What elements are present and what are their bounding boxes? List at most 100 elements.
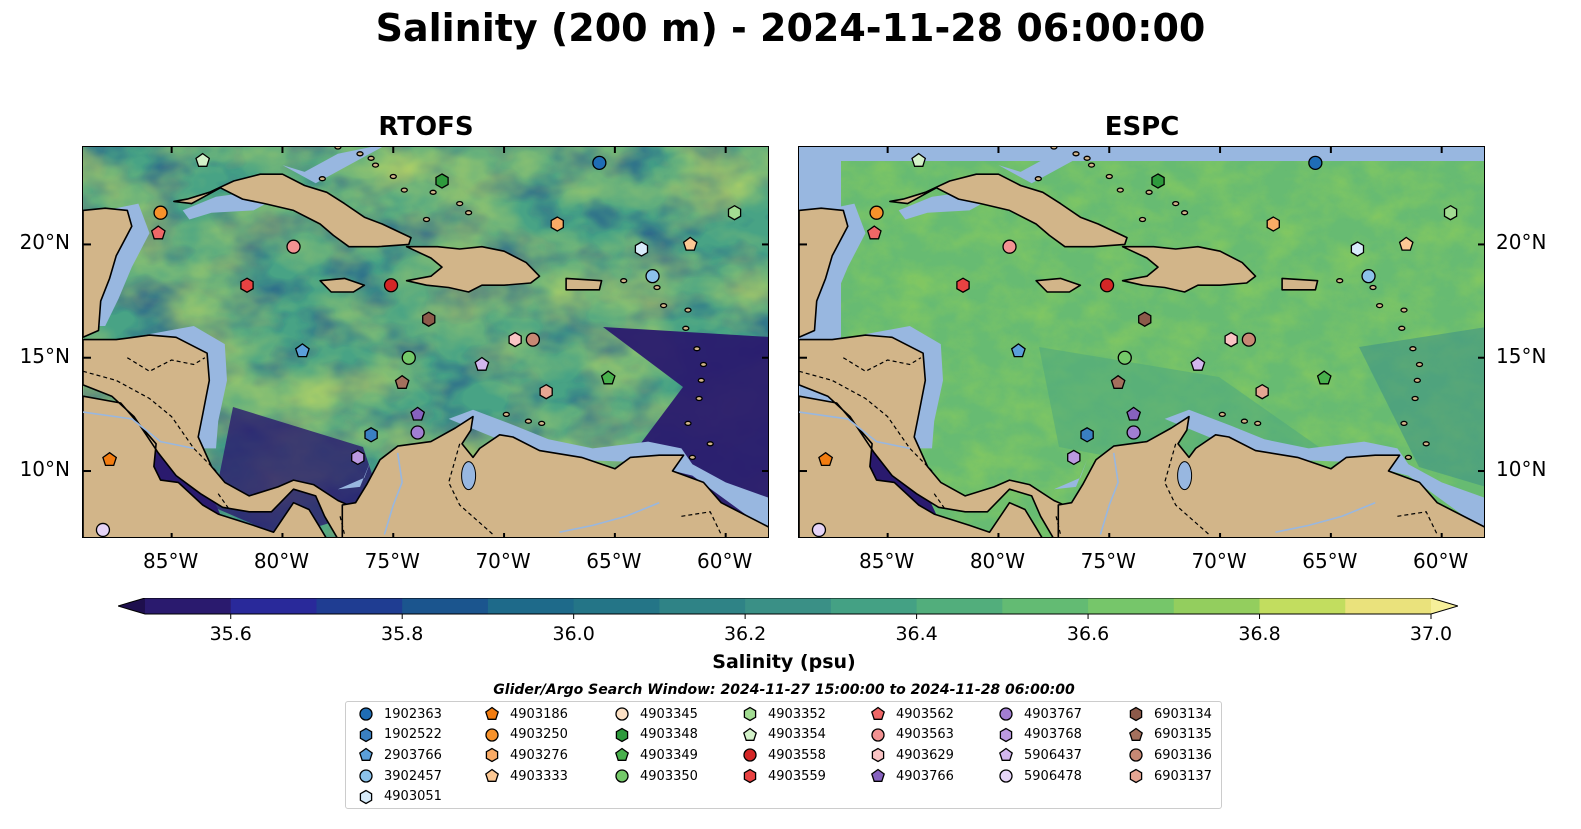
- platform-marker-4903563[interactable]: [1002, 239, 1017, 254]
- country-border: [1164, 443, 1210, 535]
- platform-marker-6903134[interactable]: [422, 311, 436, 327]
- lon-tick-label: 70°W: [475, 549, 531, 573]
- platform-marker-3902457[interactable]: [1361, 269, 1376, 284]
- colorbar-segment: [659, 598, 746, 614]
- lon-tick-label: 75°W: [1080, 549, 1136, 573]
- legend-item-4903345: 4903345: [614, 704, 698, 724]
- platform-marker-4903352[interactable]: [1443, 204, 1458, 221]
- panel-title-rtofs: RTOFS: [378, 112, 474, 142]
- platform-marker-1902522[interactable]: [1080, 427, 1094, 443]
- platform-marker-5906437[interactable]: [474, 356, 490, 371]
- platform-marker-4903629[interactable]: [1224, 331, 1238, 348]
- platform-marker-4903349[interactable]: [600, 370, 616, 385]
- hexagon-marker-icon: [1129, 706, 1143, 722]
- platform-marker-4903767[interactable]: [1126, 425, 1141, 440]
- river: [559, 501, 660, 533]
- platform-marker-4903768[interactable]: [1067, 449, 1081, 466]
- platform-marker-4903629[interactable]: [508, 331, 522, 348]
- platform-marker-6903134[interactable]: [1138, 311, 1152, 327]
- lon-tick-label: 80°W: [969, 549, 1026, 573]
- platform-marker-4903186[interactable]: [102, 451, 118, 467]
- platform-marker-4903354[interactable]: [911, 152, 927, 167]
- small-island: [334, 147, 342, 150]
- platform-marker-6903136[interactable]: [1241, 332, 1257, 347]
- lake-maracaibo: [461, 461, 477, 491]
- platform-marker-5906437[interactable]: [1190, 356, 1206, 371]
- country-border: [126, 357, 206, 372]
- colorbar-tick-label: 37.0: [1410, 623, 1452, 642]
- platform-marker-4903562[interactable]: [150, 225, 166, 240]
- platform-marker-4903350[interactable]: [401, 350, 416, 365]
- colorbar-extend-low: [118, 598, 145, 614]
- platform-marker-1902522[interactable]: [364, 427, 378, 443]
- small-island: [356, 151, 364, 157]
- river: [1275, 501, 1376, 533]
- lon-tick-label: 75°W: [364, 549, 420, 573]
- platform-marker-5906478[interactable]: [95, 522, 111, 537]
- colorbar-segment: [573, 598, 660, 614]
- platform-marker-4903766[interactable]: [410, 406, 426, 421]
- legend-label: 6903135: [1154, 727, 1212, 743]
- platform-marker-4903767[interactable]: [410, 425, 425, 440]
- lat-tick-label-right: 15°N: [1496, 343, 1547, 368]
- hexagon-marker-icon: [999, 727, 1013, 742]
- small-island: [1369, 284, 1377, 291]
- small-island: [697, 377, 705, 384]
- platform-marker-4903186[interactable]: [818, 451, 834, 467]
- pentagon-marker-icon: [615, 748, 629, 762]
- platform-marker-4903276[interactable]: [1266, 216, 1280, 232]
- platform-marker-4903558[interactable]: [383, 278, 399, 293]
- legend-label: 4903352: [768, 706, 826, 722]
- platform-marker-4903766[interactable]: [1126, 406, 1142, 421]
- small-island: [1398, 325, 1406, 331]
- legend-item-4903559: 4903559: [742, 766, 826, 786]
- legend-label: 4903562: [896, 706, 954, 722]
- lake-maracaibo: [1177, 461, 1193, 491]
- small-island: [699, 361, 708, 368]
- platform-marker-4903352[interactable]: [727, 204, 742, 221]
- lon-tick-label: 85°W: [859, 549, 915, 573]
- platform-marker-6903137[interactable]: [539, 383, 553, 400]
- map-panel-rtofs[interactable]: [82, 146, 769, 538]
- platform-marker-6903136[interactable]: [525, 332, 541, 347]
- small-island: [367, 155, 375, 161]
- country-border: [1397, 511, 1438, 535]
- platform-marker-1902363[interactable]: [592, 155, 607, 171]
- platform-marker-6903135[interactable]: [394, 374, 410, 389]
- platform-marker-1902363[interactable]: [1308, 155, 1323, 171]
- legend-label: 6903134: [1154, 706, 1212, 722]
- hexagon-marker-icon: [871, 748, 885, 763]
- circle-marker-icon: [359, 769, 373, 783]
- platform-marker-4903350[interactable]: [1117, 350, 1132, 365]
- platform-marker-4903250[interactable]: [869, 205, 884, 220]
- small-island: [653, 284, 661, 291]
- platform-marker-2903766[interactable]: [1010, 343, 1026, 358]
- platform-marker-4903051[interactable]: [1350, 241, 1365, 257]
- platform-marker-3902457[interactable]: [645, 269, 660, 284]
- map-panel-espc[interactable]: [798, 146, 1485, 538]
- platform-marker-5906478[interactable]: [811, 522, 827, 537]
- platform-marker-4903276[interactable]: [550, 216, 564, 232]
- platform-marker-4903354[interactable]: [195, 152, 211, 167]
- small-island: [682, 325, 690, 331]
- small-island: [1138, 216, 1147, 223]
- platform-marker-4903333[interactable]: [682, 236, 698, 251]
- platform-marker-2903766[interactable]: [294, 343, 310, 358]
- platform-marker-4903768[interactable]: [351, 449, 365, 466]
- hexagon-marker-icon: [359, 727, 373, 742]
- legend-label: 1902522: [384, 727, 442, 743]
- platform-marker-4903559[interactable]: [956, 277, 970, 293]
- platform-marker-4903349[interactable]: [1316, 370, 1332, 385]
- legend-label: 4903563: [896, 727, 954, 743]
- platform-marker-4903558[interactable]: [1099, 278, 1115, 293]
- platform-marker-4903348[interactable]: [435, 173, 449, 189]
- platform-marker-6903137[interactable]: [1255, 383, 1269, 400]
- platform-marker-4903250[interactable]: [153, 205, 168, 220]
- platform-marker-6903135[interactable]: [1110, 374, 1126, 389]
- platform-marker-4903562[interactable]: [866, 225, 882, 240]
- platform-marker-4903348[interactable]: [1151, 173, 1165, 189]
- platform-marker-4903563[interactable]: [286, 239, 301, 254]
- platform-marker-4903051[interactable]: [634, 241, 649, 257]
- platform-marker-4903559[interactable]: [240, 277, 254, 293]
- platform-marker-4903333[interactable]: [1398, 236, 1414, 251]
